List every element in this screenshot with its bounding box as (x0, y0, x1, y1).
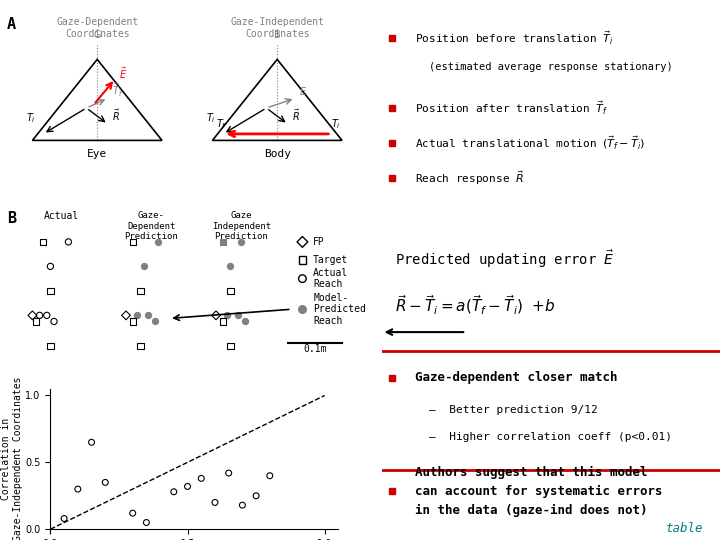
Text: FP: FP (313, 237, 325, 247)
Text: Gaze-dependent closer match: Gaze-dependent closer match (415, 372, 618, 384)
Text: Position after translation $\vec{T}_f$: Position after translation $\vec{T}_f$ (415, 99, 609, 117)
Point (72, 485, 84, 494)
Point (223, 469, 235, 477)
Text: A: A (7, 17, 17, 32)
Point (297, 256, 308, 265)
Point (140, 518, 152, 527)
Text: Target: Target (313, 255, 348, 265)
Point (127, 509, 138, 517)
Point (297, 238, 308, 246)
Point (45, 342, 56, 350)
Point (225, 287, 236, 295)
Text: Model-
Predicted
Reach: Model- Predicted Reach (313, 293, 366, 326)
Point (237, 501, 248, 509)
Point (99, 478, 111, 487)
Text: (estimated average response stationary): (estimated average response stationary) (429, 63, 672, 72)
Point (41, 311, 53, 320)
Point (138, 262, 150, 271)
Point (168, 488, 179, 496)
Text: Gaze-Independent
Coordinates: Gaze-Independent Coordinates (230, 17, 324, 39)
Text: Gaze
Independent
Prediction: Gaze Independent Prediction (212, 211, 271, 241)
Point (235, 238, 247, 246)
Point (225, 342, 236, 350)
Text: Predicted updating error $\vec{E}$: Predicted updating error $\vec{E}$ (395, 248, 615, 270)
Text: Actual translational motion $(\vec{T}_f - \vec{T}_i)$: Actual translational motion $(\vec{T}_f … (415, 134, 646, 152)
Text: –  Better prediction 9/12: – Better prediction 9/12 (429, 406, 598, 415)
Text: G: G (94, 30, 101, 40)
Point (135, 287, 146, 295)
Point (48, 317, 60, 326)
Text: $T_i$: $T_i$ (331, 117, 341, 131)
Y-axis label: Correlation in
Gaze-Independent Coordinates: Correlation in Gaze-Independent Coordina… (1, 377, 22, 540)
Text: B: B (274, 30, 281, 40)
Point (210, 498, 221, 507)
Point (27, 311, 38, 320)
Text: $T_i$: $T_i$ (206, 111, 216, 125)
Point (297, 305, 308, 314)
Text: Actual: Actual (44, 211, 78, 221)
Point (239, 317, 251, 326)
Text: Position before translation $\vec{T}_i$: Position before translation $\vec{T}_i$ (415, 29, 614, 46)
Point (127, 238, 139, 246)
Point (217, 238, 229, 246)
Text: 0.1m: 0.1m (303, 344, 327, 354)
Point (251, 491, 262, 500)
Text: Authors suggest that this model
can account for systematic errors
in the data (g: Authors suggest that this model can acco… (415, 465, 663, 517)
Text: $\vec{T}_f$: $\vec{T}_f$ (112, 82, 123, 99)
Text: –  Higher correlation coeff (p<0.01): – Higher correlation coeff (p<0.01) (429, 433, 672, 442)
Text: $T_i$: $T_i$ (26, 111, 36, 125)
Text: $\vec{R}$: $\vec{R}$ (112, 107, 120, 123)
Text: $E$: $E$ (299, 85, 307, 97)
Point (34, 311, 45, 320)
Point (210, 311, 222, 320)
Point (127, 317, 139, 326)
Point (58, 514, 70, 523)
Point (135, 342, 146, 350)
Point (120, 311, 132, 320)
Point (264, 471, 276, 480)
Point (30, 317, 42, 326)
Text: B: B (7, 211, 17, 226)
Point (131, 311, 143, 320)
Point (225, 262, 236, 271)
Point (86, 438, 97, 447)
Point (37, 238, 49, 246)
Point (181, 482, 193, 491)
Text: $\vec{R}$: $\vec{R}$ (292, 107, 300, 123)
Point (45, 287, 56, 295)
Point (149, 317, 161, 326)
Text: Body: Body (264, 148, 291, 159)
Text: Eye: Eye (87, 148, 107, 159)
Text: Reach response $\vec{R}$: Reach response $\vec{R}$ (415, 170, 525, 187)
Point (63, 238, 74, 246)
Text: $T_f$: $T_f$ (216, 117, 228, 131)
Point (297, 274, 308, 283)
Text: $\vec{E}$: $\vec{E}$ (119, 65, 127, 81)
Point (217, 317, 229, 326)
Point (142, 311, 153, 320)
Text: $\vec{R} - \vec{T}_i = a(\vec{T}_f - \vec{T}_i)$ $+b$: $\vec{R} - \vec{T}_i = a(\vec{T}_f - \ve… (395, 293, 556, 317)
Point (45, 262, 56, 271)
Point (153, 238, 164, 246)
Point (232, 311, 243, 320)
Text: Gaze-Dependent
Coordinates: Gaze-Dependent Coordinates (56, 17, 138, 39)
Point (221, 311, 233, 320)
Text: table: table (665, 522, 703, 535)
Point (196, 474, 207, 483)
Text: Gaze-
Dependent
Prediction: Gaze- Dependent Prediction (125, 211, 178, 241)
Text: Actual
Reach: Actual Reach (313, 268, 348, 289)
